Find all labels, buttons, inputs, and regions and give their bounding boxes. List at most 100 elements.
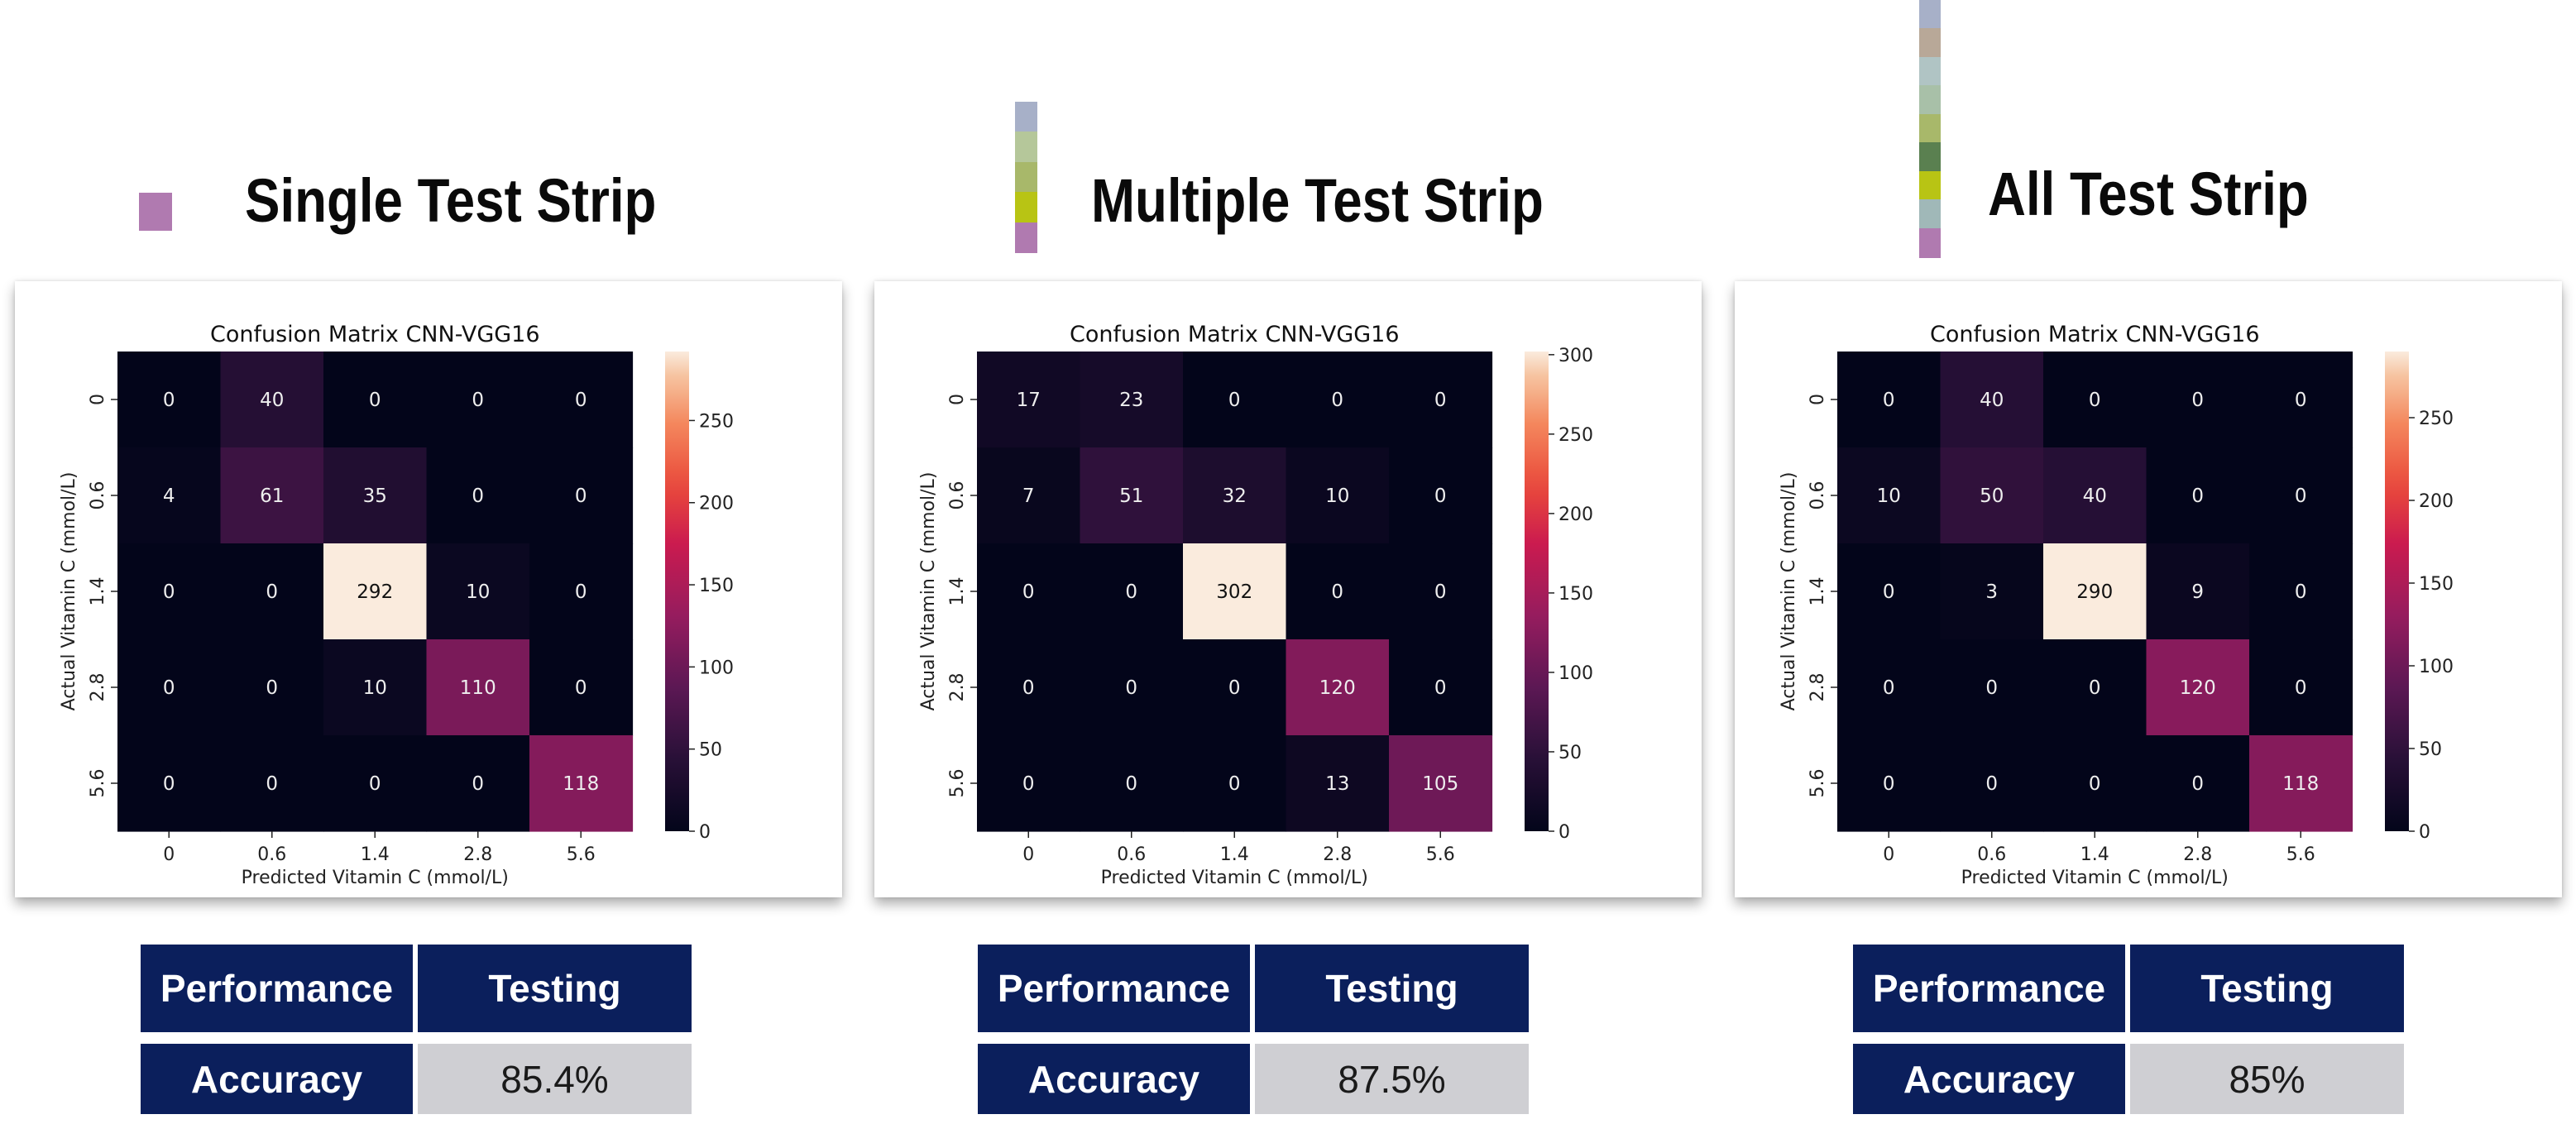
y-axis-label: Actual Vitamin C (mmol/L) — [918, 472, 939, 711]
heatmap-cell — [1080, 735, 1184, 832]
heatmap-cell — [1183, 352, 1287, 448]
cell-value-label: 0 — [1434, 485, 1447, 507]
cell-value-label: 35 — [363, 485, 387, 507]
panel-heading: All Test Strip — [1988, 160, 2309, 228]
cell-value-label: 3 — [1985, 581, 1998, 603]
heatmap-cell — [323, 543, 428, 640]
table-row-label-accuracy: Accuracy — [978, 1044, 1250, 1114]
x-tick-label: 0 — [163, 844, 175, 865]
cell-value-label: 120 — [2180, 677, 2216, 699]
cell-value-label: 0 — [472, 485, 484, 507]
cell-value-label: 23 — [1119, 390, 1143, 411]
cell-value-label: 40 — [260, 390, 284, 411]
cell-value-label: 0 — [2089, 773, 2101, 795]
heatmap-cell — [426, 639, 530, 736]
heatmap-cell — [1837, 543, 1942, 640]
heatmap-cell — [117, 735, 222, 832]
strip-pad — [1015, 192, 1037, 223]
table-header-testing: Testing — [418, 945, 692, 1032]
cell-value-label: 0 — [163, 773, 175, 795]
heatmap-cell — [2146, 543, 2250, 640]
heatmap-cell — [2043, 735, 2147, 832]
colorbar-tick-label: 200 — [2419, 491, 2454, 512]
heatmap-cell — [1286, 352, 1390, 448]
y-tick-label: 0 — [88, 394, 108, 405]
cell-value-label: 0 — [2295, 677, 2307, 699]
cell-value-label: 10 — [466, 581, 490, 603]
table-header-performance: Performance — [141, 945, 413, 1032]
heatmap-cell — [1940, 735, 2044, 832]
strip-pad — [1015, 161, 1037, 194]
colorbar-tick-label: 200 — [1559, 505, 1593, 525]
heatmap-cell — [426, 543, 530, 640]
confusion-matrix-chart: Confusion Matrix CNN-VGG16 0 40 0 0 0 4 61 35 0 0 0… — [59, 322, 734, 888]
cell-value-label: 0 — [1985, 773, 1998, 795]
heatmap-cell — [2249, 639, 2353, 736]
heatmap-cell — [220, 352, 324, 448]
cell-value-label: 0 — [1022, 773, 1035, 795]
cell-value-label: 0 — [163, 677, 175, 699]
cell-value-label: 0 — [163, 581, 175, 603]
colorbar-tick-label: 100 — [699, 658, 734, 678]
heatmap-cell — [1837, 735, 1942, 832]
cell-value-label: 13 — [1325, 773, 1349, 795]
heatmap-cell — [117, 639, 222, 736]
confusion-matrix-card: Confusion Matrix CNN-VGG16 0 40 0 0 0 4 61 35 0 0 0… — [15, 281, 842, 897]
cell-value-label: 0 — [1883, 773, 1895, 795]
confusion-matrix-card: Confusion Matrix CNN-VGG16 0 40 0 0 0 10 50 40 0 0… — [1735, 281, 2562, 897]
x-tick-label: 0 — [1883, 844, 1894, 865]
heatmap-cell — [2043, 639, 2147, 736]
x-tick-label: 5.6 — [2286, 844, 2315, 865]
heatmap-cell — [529, 352, 634, 448]
colorbar-tick-label: 0 — [699, 822, 711, 843]
cell-value-label: 0 — [266, 773, 278, 795]
cell-value-label: 0 — [1883, 677, 1895, 699]
heatmap-cell — [977, 639, 1081, 736]
heatmap-cell — [977, 735, 1081, 832]
heatmap-cell — [1183, 639, 1287, 736]
y-tick-label: 2.8 — [947, 673, 968, 702]
y-axis-label: Actual Vitamin C (mmol/L) — [1779, 472, 1799, 711]
strip-pad — [1919, 199, 1941, 230]
heatmap-cell — [1940, 447, 2044, 544]
strip-pad — [1015, 102, 1037, 133]
heatmap-cell — [1389, 639, 1493, 736]
cell-value-label: 0 — [1883, 390, 1895, 411]
x-axis-label: Predicted Vitamin C (mmol/L) — [1961, 868, 2229, 888]
y-tick-label: 2.8 — [88, 673, 108, 702]
confusion-matrix-chart: Confusion Matrix CNN-VGG16 0 40 0 0 0 10 50 40 0 0… — [1779, 322, 2454, 888]
heatmap-cell — [220, 447, 324, 544]
heatmap-cell — [529, 639, 634, 736]
cell-value-label: 0 — [2295, 485, 2307, 507]
cell-value-label: 0 — [1228, 390, 1241, 411]
cell-value-label: 0 — [1434, 390, 1447, 411]
x-tick-label: 0.6 — [257, 844, 286, 865]
heatmap-cell — [2043, 352, 2147, 448]
colorbar-tick-label: 100 — [2419, 657, 2454, 677]
performance-table: Performance Testing Accuracy 85.4% — [141, 945, 692, 1114]
heatmap-cell — [2146, 735, 2250, 832]
cell-value-label: 51 — [1119, 485, 1143, 507]
performance-table: Performance Testing Accuracy 85% — [1853, 945, 2404, 1114]
heatmap-cell — [426, 735, 530, 832]
heatmap-cell — [529, 447, 634, 544]
heatmap-cell — [1080, 543, 1184, 640]
cell-value-label: 0 — [266, 677, 278, 699]
y-tick-label: 0 — [947, 394, 968, 405]
cell-value-label: 0 — [1331, 390, 1343, 411]
cell-value-label: 118 — [563, 773, 599, 795]
chart-title: Confusion Matrix CNN-VGG16 — [1930, 322, 2260, 347]
heatmap-cell — [1183, 735, 1287, 832]
heatmap-cell — [426, 447, 530, 544]
y-tick-label: 1.4 — [947, 577, 968, 606]
test-strip-icon — [1919, 0, 1941, 258]
colorbar-tick-label: 150 — [699, 576, 734, 596]
cell-value-label: 0 — [1434, 581, 1447, 603]
x-tick-label: 1.4 — [361, 844, 390, 865]
heatmap-cell — [2249, 352, 2353, 448]
panel-heading: Single Test Strip — [245, 166, 657, 235]
heatmap-cell — [220, 543, 324, 640]
chart-title: Confusion Matrix CNN-VGG16 — [210, 322, 540, 347]
heatmap-cell — [1286, 543, 1390, 640]
heatmap-cell — [2146, 352, 2250, 448]
